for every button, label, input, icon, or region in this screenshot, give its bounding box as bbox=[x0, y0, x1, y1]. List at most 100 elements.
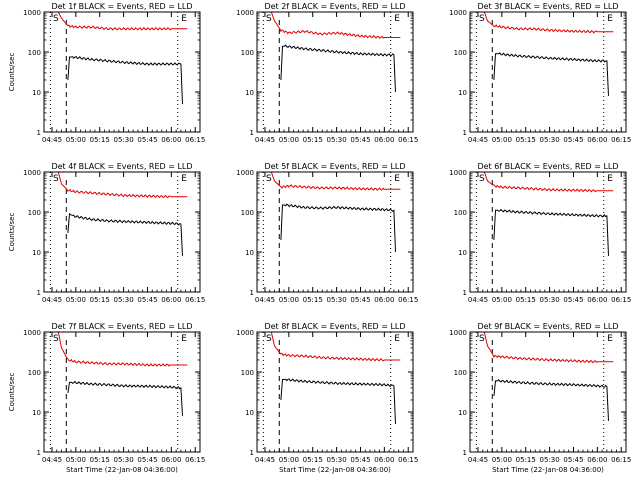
y-tick-label: 1000 bbox=[23, 329, 41, 337]
plot-frame bbox=[256, 171, 414, 293]
x-tick-label: 06:00 bbox=[587, 296, 607, 304]
x-tick-label: 04:45 bbox=[255, 456, 275, 464]
x-tick-label: 04:45 bbox=[255, 136, 275, 144]
end-marker: E bbox=[607, 334, 613, 344]
x-tick-label: 04:45 bbox=[468, 136, 488, 144]
x-tick-label: 06:00 bbox=[374, 456, 394, 464]
x-tick-label: 05:15 bbox=[303, 296, 323, 304]
y-tick-label: 100 bbox=[28, 369, 41, 377]
y-tick-label: 1 bbox=[37, 449, 41, 457]
y-tick-label: 100 bbox=[454, 209, 467, 217]
chart-panel-7: Det 7f BLACK = Events, RED = LLD 1 10 100 10… bbox=[8, 322, 205, 474]
x-tick-label: 04:45 bbox=[468, 456, 488, 464]
plot-frame bbox=[256, 331, 414, 453]
series-line-events bbox=[493, 379, 609, 421]
chart-title: Det 5f BLACK = Events, RED = LLD bbox=[264, 162, 405, 171]
x-tick-label: 04:45 bbox=[255, 296, 275, 304]
series-line-lld bbox=[483, 171, 614, 193]
y-tick-label: 1000 bbox=[236, 329, 254, 337]
x-tick-label: 05:15 bbox=[90, 456, 110, 464]
x-tick-label: 06:00 bbox=[374, 136, 394, 144]
y-tick-label: 100 bbox=[454, 369, 467, 377]
x-tick-label: 05:45 bbox=[137, 456, 157, 464]
x-tick-label: 05:00 bbox=[66, 296, 86, 304]
x-tick-label: 05:15 bbox=[303, 456, 323, 464]
series-line-events bbox=[67, 56, 183, 105]
x-tick-label: 05:30 bbox=[113, 296, 133, 304]
y-tick-label: 1 bbox=[463, 449, 467, 457]
plot-frame bbox=[469, 11, 627, 133]
x-tick-label: 05:45 bbox=[137, 136, 157, 144]
y-tick-label: 10 bbox=[245, 409, 254, 417]
start-marker: S bbox=[266, 14, 272, 24]
y-tick-label: 100 bbox=[28, 49, 41, 57]
chart-panel-3: Det 3f BLACK = Events, RED = LLD 1 10 100 10… bbox=[449, 2, 631, 144]
end-marker: E bbox=[181, 14, 187, 24]
x-tick-label: 06:00 bbox=[374, 296, 394, 304]
x-tick-label: 05:45 bbox=[350, 136, 370, 144]
x-tick-label: 04:45 bbox=[42, 136, 62, 144]
x-tick-label: 05:15 bbox=[90, 136, 110, 144]
y-tick-label: 1 bbox=[37, 289, 41, 297]
x-tick-label: 06:15 bbox=[398, 296, 418, 304]
y-tick-label: 1 bbox=[250, 449, 254, 457]
x-tick-label: 05:00 bbox=[279, 136, 299, 144]
series-line-events bbox=[280, 203, 396, 253]
x-tick-label: 05:30 bbox=[326, 296, 346, 304]
series-line-events bbox=[280, 44, 396, 93]
x-tick-label: 05:45 bbox=[563, 456, 583, 464]
y-tick-label: 1000 bbox=[449, 9, 467, 17]
y-tick-label: 1 bbox=[463, 289, 467, 297]
chart-panel-1: Det 1f BLACK = Events, RED = LLD 1 10 100 10… bbox=[8, 2, 205, 144]
series-line-events bbox=[493, 208, 609, 256]
x-axis-label: Start Time (22-Jan-08 04:36:00) bbox=[279, 466, 391, 474]
chart-title: Det 8f BLACK = Events, RED = LLD bbox=[264, 322, 405, 331]
series-line-lld bbox=[57, 11, 188, 31]
end-marker: E bbox=[181, 174, 187, 184]
chart-title: Det 3f BLACK = Events, RED = LLD bbox=[477, 2, 618, 11]
chart-panel-6: Det 6f BLACK = Events, RED = LLD 1 10 100 10… bbox=[449, 162, 631, 304]
chart-title: Det 1f BLACK = Events, RED = LLD bbox=[51, 2, 192, 11]
x-tick-label: 05:30 bbox=[539, 456, 559, 464]
x-tick-label: 05:15 bbox=[90, 296, 110, 304]
x-tick-label: 05:30 bbox=[326, 456, 346, 464]
x-tick-label: 05:15 bbox=[516, 456, 536, 464]
y-tick-label: 1 bbox=[37, 129, 41, 137]
end-marker: E bbox=[394, 14, 400, 24]
y-tick-label: 100 bbox=[241, 209, 254, 217]
series-line-lld bbox=[483, 11, 614, 34]
x-tick-label: 06:15 bbox=[185, 136, 205, 144]
x-tick-label: 06:00 bbox=[587, 456, 607, 464]
chart-panel-8: Det 8f BLACK = Events, RED = LLD 1 10 100 10… bbox=[236, 322, 418, 474]
x-tick-label: 06:15 bbox=[185, 296, 205, 304]
y-tick-label: 10 bbox=[32, 409, 41, 417]
x-tick-label: 05:00 bbox=[279, 296, 299, 304]
y-tick-label: 1000 bbox=[23, 169, 41, 177]
chart-title: Det 4f BLACK = Events, RED = LLD bbox=[51, 162, 192, 171]
x-tick-label: 05:45 bbox=[563, 296, 583, 304]
y-tick-label: 1000 bbox=[449, 169, 467, 177]
y-tick-label: 1000 bbox=[23, 9, 41, 17]
x-tick-label: 05:00 bbox=[66, 136, 86, 144]
y-tick-label: 1000 bbox=[236, 9, 254, 17]
series-line-lld bbox=[483, 331, 614, 364]
chart-title: Det 6f BLACK = Events, RED = LLD bbox=[477, 162, 618, 171]
y-tick-label: 1 bbox=[250, 289, 254, 297]
x-tick-label: 06:15 bbox=[611, 456, 631, 464]
x-tick-label: 06:00 bbox=[587, 136, 607, 144]
series-line-lld bbox=[57, 171, 188, 199]
x-tick-label: 05:30 bbox=[113, 456, 133, 464]
x-tick-label: 05:00 bbox=[492, 136, 512, 144]
x-tick-label: 06:15 bbox=[611, 136, 631, 144]
x-tick-label: 06:15 bbox=[185, 456, 205, 464]
x-tick-label: 06:15 bbox=[398, 136, 418, 144]
series-line-events bbox=[67, 380, 183, 416]
series-line-lld bbox=[270, 331, 401, 362]
end-marker: E bbox=[607, 14, 613, 24]
y-tick-label: 1000 bbox=[449, 329, 467, 337]
y-tick-label: 10 bbox=[245, 89, 254, 97]
start-marker: S bbox=[53, 334, 59, 344]
y-axis-label: Counts/sec bbox=[8, 53, 16, 92]
y-tick-label: 10 bbox=[32, 249, 41, 257]
